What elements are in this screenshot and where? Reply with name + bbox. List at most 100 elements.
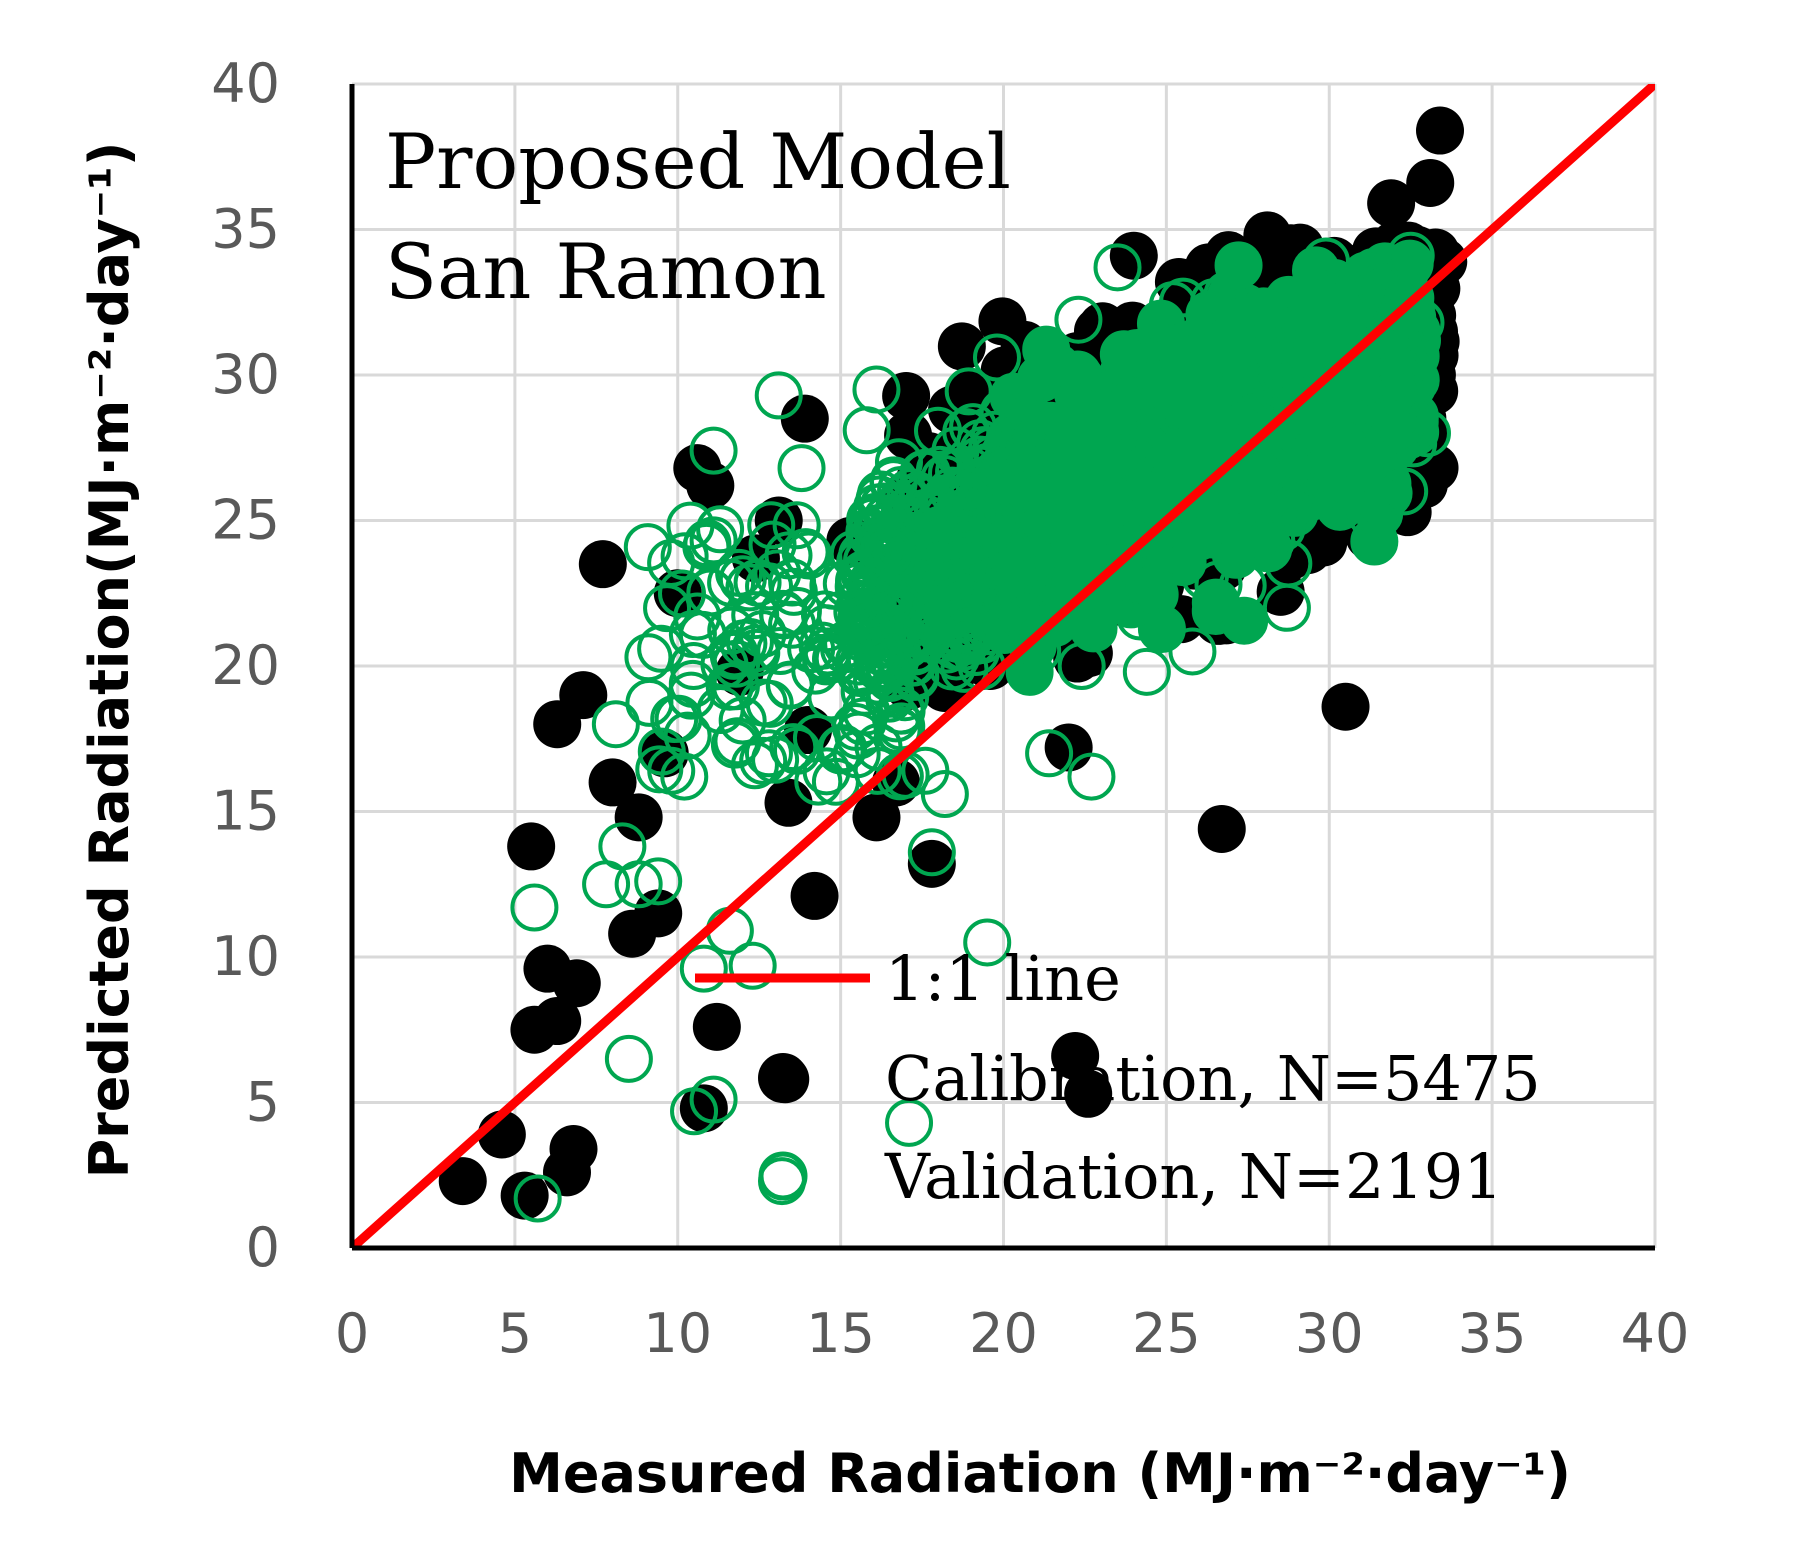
chart-title: Proposed Model (385, 117, 1011, 206)
validation-point (643, 584, 692, 633)
validation-point (920, 770, 969, 819)
validation-point (1285, 473, 1334, 522)
data-points (438, 106, 1468, 1223)
validation-point (1290, 279, 1339, 328)
validation-point (864, 577, 913, 626)
legend-swatch-validation (758, 1151, 808, 1201)
validation-point (956, 419, 1005, 468)
validation-point (668, 610, 717, 659)
calibration-point (978, 297, 1027, 346)
validation-point (944, 367, 993, 416)
validation-point (1214, 241, 1263, 290)
calibration-point (882, 371, 931, 420)
x-tick-label: 30 (1295, 1302, 1364, 1365)
x-axis-title: Measured Radiation (MJ·m⁻²·day⁻¹) (509, 1442, 1571, 1505)
validation-point (689, 1075, 738, 1124)
validation-point (1347, 490, 1396, 539)
one-to-one-line-group (352, 84, 1655, 1248)
validation-point (1341, 400, 1390, 449)
validation-point (591, 700, 640, 749)
calibration-point (438, 1157, 487, 1206)
validation-point (510, 883, 559, 932)
calibration-point (1256, 567, 1305, 616)
validation-point (803, 627, 852, 676)
validation-point (852, 365, 901, 414)
calibration-point (852, 793, 901, 842)
validation-point (1191, 578, 1240, 627)
validation-point (942, 617, 991, 666)
validation-point (1128, 565, 1177, 614)
validation-point (972, 460, 1021, 509)
validation-point (768, 600, 817, 649)
x-tick-label: 5 (498, 1302, 532, 1365)
validation-point (1357, 263, 1406, 312)
validation-point (700, 640, 749, 689)
validation-point (1230, 388, 1279, 437)
validation-point (972, 333, 1021, 382)
validation-point (1396, 298, 1445, 347)
validation-point (874, 438, 923, 487)
validation-point (1158, 479, 1207, 528)
validation-point (689, 516, 738, 565)
validation-point (725, 563, 774, 612)
y-tick-label: 5 (246, 1071, 280, 1134)
validation-point (811, 757, 860, 806)
validation-point (819, 724, 868, 773)
validation-point (777, 444, 826, 493)
calibration-point (790, 871, 839, 920)
y-tick-label: 20 (211, 634, 280, 697)
calibration-point (1109, 231, 1158, 280)
calibration-point (533, 997, 582, 1046)
validation-point (728, 941, 777, 990)
validation-point (869, 456, 918, 505)
calibration-point (780, 394, 829, 443)
validation-point (623, 523, 672, 572)
validation-point (1008, 621, 1057, 670)
validation-point (802, 604, 851, 653)
validation-point (715, 548, 764, 597)
calibration-point (1406, 158, 1455, 207)
x-tick-label: 35 (1458, 1302, 1527, 1365)
validation-point (1373, 368, 1422, 417)
validation-point (1054, 295, 1103, 344)
validation-point (1262, 583, 1311, 632)
validation-point (1220, 318, 1269, 367)
validation-point (1402, 409, 1451, 458)
validation-point (689, 426, 738, 475)
validation-point (769, 723, 818, 772)
validation-point (989, 580, 1038, 629)
validation-point (963, 918, 1012, 967)
validation-point (885, 1098, 934, 1147)
validation-point (1194, 560, 1243, 609)
validation-point (999, 397, 1048, 446)
y-tick-label: 15 (211, 780, 280, 843)
validation-point (1099, 330, 1148, 379)
validation-point (1080, 496, 1129, 545)
x-tick-label: 10 (643, 1302, 712, 1365)
calibration-point (1321, 682, 1370, 731)
validation-point (899, 449, 948, 498)
validation-point (816, 726, 865, 775)
legend-label-calibration: Calibration, N=5475 (885, 1042, 1541, 1115)
calibration-point (1243, 211, 1292, 260)
validation-point (1275, 304, 1324, 353)
validation-point (1207, 516, 1256, 565)
calibration-point (1416, 106, 1465, 155)
y-tick-label: 0 (246, 1216, 280, 1279)
validation-point (1057, 642, 1106, 690)
validation-point (650, 694, 699, 743)
chart-subtitle: San Ramon (385, 227, 827, 316)
validation-point (513, 1174, 562, 1223)
validation-point (758, 589, 807, 638)
validation-point (940, 579, 989, 628)
tick-labels: 0 5 10 15 20 25 30 35 40 0 5 10 15 20 25 30 35 40 (211, 52, 1689, 1365)
x-tick-label: 0 (335, 1302, 369, 1365)
calibration-point (578, 540, 627, 589)
calibration-point (1367, 179, 1416, 228)
validation-point (705, 662, 754, 711)
validation-point (604, 1034, 653, 1083)
y-tick-label: 25 (211, 489, 280, 552)
validation-point (1243, 444, 1292, 493)
validation-point (764, 531, 813, 580)
